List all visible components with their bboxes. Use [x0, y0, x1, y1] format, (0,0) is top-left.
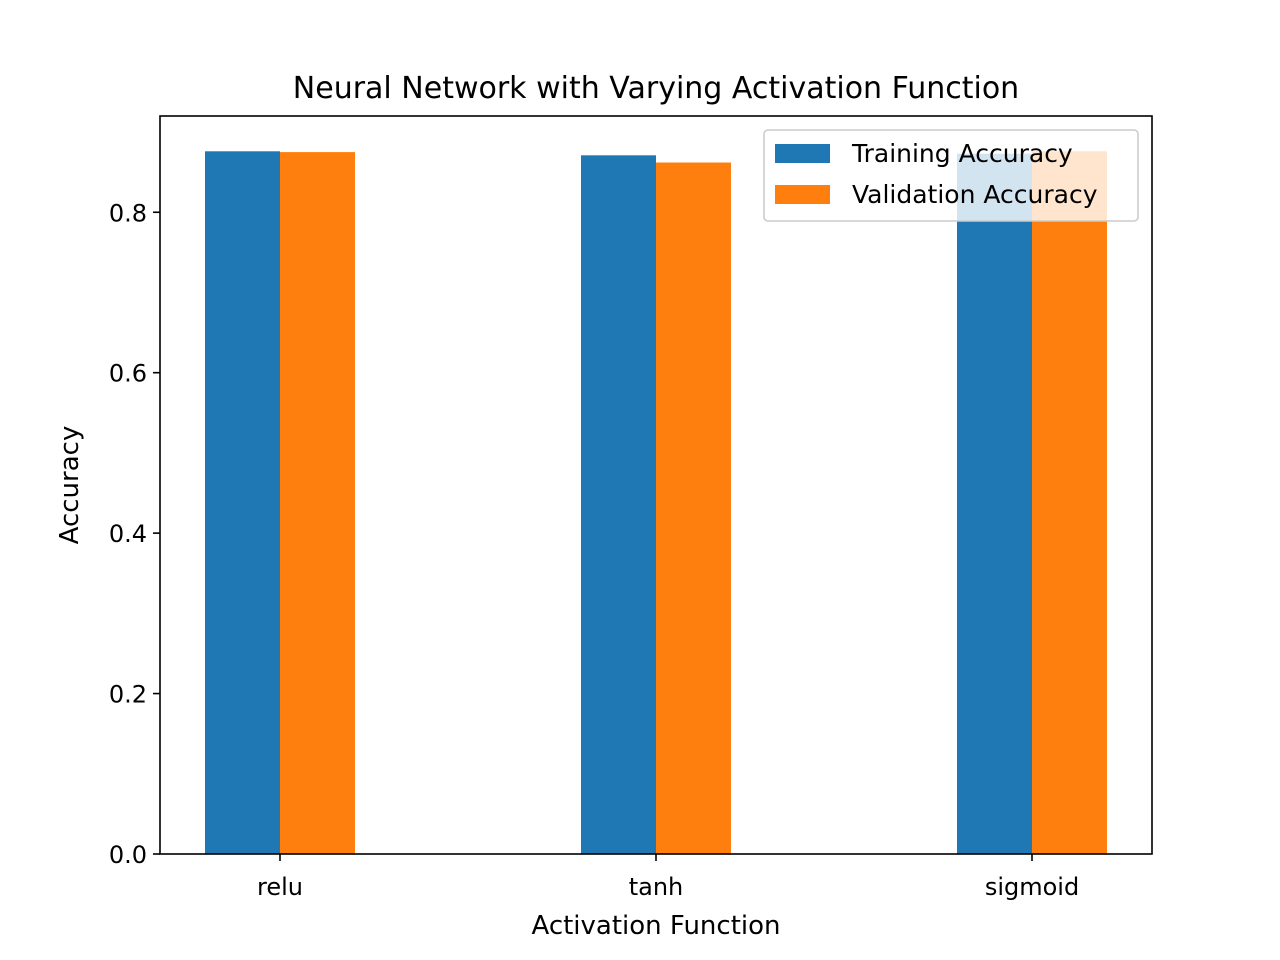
y-tick-label: 0.8 — [109, 199, 147, 227]
y-tick-label: 0.6 — [109, 360, 147, 388]
legend-label: Validation Accuracy — [852, 180, 1098, 209]
y-tick-label: 0.0 — [109, 841, 147, 869]
bar-relu-series-0 — [205, 151, 280, 854]
y-tick-label: 0.4 — [109, 520, 147, 548]
y-axis: 0.0 0.2 0.4 0.6 0.8 — [109, 199, 160, 869]
bar-sigmoid-series-1 — [1032, 151, 1107, 854]
legend-box — [763, 129, 1139, 222]
chart-title: Neural Network with Varying Activation F… — [293, 71, 1019, 106]
legend-swatch — [775, 185, 830, 204]
x-tick-label: sigmoid — [985, 873, 1079, 901]
bar-relu-series-1 — [280, 152, 355, 854]
bar-tanh-series-0 — [581, 155, 656, 854]
x-axis: relu tanh sigmoid — [257, 854, 1079, 901]
legend-label: Training Accuracy — [851, 139, 1073, 168]
bar-tanh-series-1 — [656, 162, 731, 854]
x-axis-label: Activation Function — [531, 911, 780, 941]
bars-group — [205, 151, 1107, 855]
bar-sigmoid-series-0 — [957, 153, 1032, 855]
legend-swatch — [775, 144, 830, 163]
y-axis-label: Accuracy — [55, 426, 85, 545]
y-tick-label: 0.2 — [109, 681, 147, 709]
x-tick-label: tanh — [629, 873, 684, 901]
legend: Training Accuracy Validation Accuracy — [763, 129, 1139, 222]
x-tick-label: relu — [257, 873, 303, 901]
